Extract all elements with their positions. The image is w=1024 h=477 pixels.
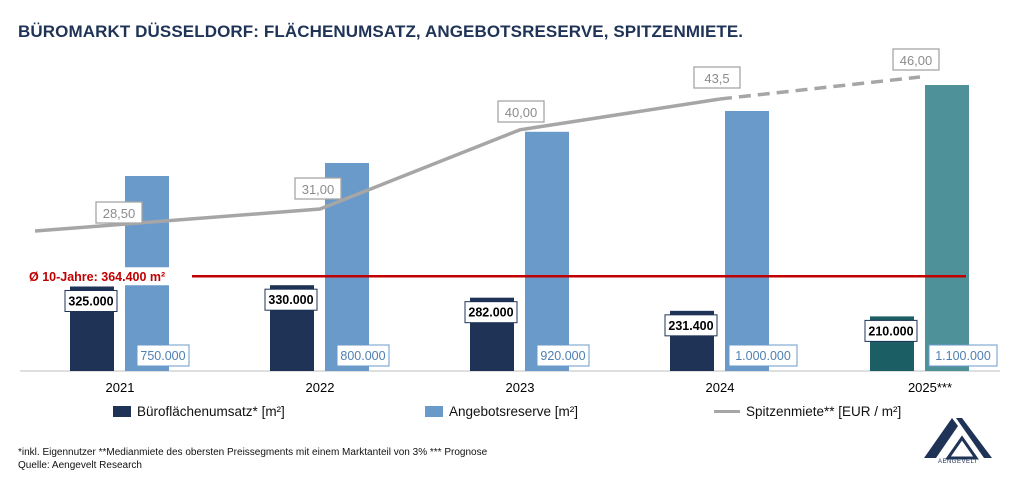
legend-swatch-reserve [425,406,443,417]
bar-reserve [525,131,569,371]
legend-line-rent [714,410,740,413]
legend-swatch-turnover [113,406,131,417]
x-tick-label: 2021 [106,380,135,395]
reserve-value-label: 1.100.000 [935,349,991,363]
x-tick-label: 2025*** [908,380,952,395]
turnover-value-label: 231.400 [668,319,713,333]
company-logo: AENGEVELT [918,414,998,465]
reserve-value-box [536,344,590,367]
logo-wordmark: AENGEVELT [937,459,979,465]
turnover-value-box [64,290,118,312]
footnote: *inkl. Eigennutzer **Medianmiete des obe… [18,446,487,472]
reserve-value-box [136,344,190,367]
reserve-value-label: 1.000.000 [735,349,791,363]
rent-value-label: 43,5 [704,71,729,86]
rent-value-box [497,100,545,123]
rent-value-box [892,48,940,71]
x-tick-label: 2023 [506,380,535,395]
legend-label-reserve: Angebotsreserve [m²] [449,404,579,419]
rent-value-box [294,177,342,200]
turnover-value-box [264,288,318,311]
x-tick-label: 2022 [306,380,335,395]
rent-line-forecast [719,75,921,101]
footnote-source: Quelle: Aengevelt Research [18,460,142,471]
legend: Büroflächenumsatz* [m²] Angebotsreserve … [0,404,1024,424]
turnover-value-box [664,314,718,337]
chart-title: BÜROMARKT DÜSSELDORF: FLÄCHENUMSATZ, ANG… [18,22,744,41]
turnover-value-label: 330.000 [268,293,313,307]
reference-line-label: Ø 10-Jahre: 364.400 m² [29,270,165,284]
legend-item-reserve: Angebotsreserve [m²] [425,404,578,419]
reserve-value-label: 750.000 [140,349,185,363]
rent-value-label: 40,00 [505,105,538,120]
rent-line-solid [34,97,721,233]
rent-value-label: 28,50 [103,206,136,221]
bar-reserve [925,85,969,371]
legend-label-turnover: Büroflächenumsatz* [m²] [137,404,285,419]
turnover-value-box [464,301,518,324]
turnover-value-label: 282.000 [468,306,513,320]
footnote-notes: *inkl. Eigennutzer **Medianmiete des obe… [18,447,488,458]
reserve-value-label: 920.000 [540,349,585,363]
legend-label-rent: Spitzenmiete** [EUR / m²] [746,404,902,419]
reference-label-bg [20,267,192,286]
rent-value-box [693,66,741,89]
legend-item-rent: Spitzenmiete** [EUR / m²] [714,404,901,419]
turnover-value-label: 325.000 [68,295,113,309]
chart-canvas: Ø 10-Jahre: 364.400 m² 28,50 31,00 40,00 43,… [20,48,1000,395]
turnover-value-box [864,319,918,342]
reserve-value-label: 800.000 [340,349,385,363]
reserve-value-box [336,344,390,367]
reserve-value-box [728,344,798,367]
logo-icon [924,418,992,460]
rent-value-label: 46,00 [900,53,933,68]
reserve-value-box [928,344,998,367]
rent-value-label: 31,00 [302,182,335,197]
turnover-value-label: 210.000 [868,324,913,338]
rent-value-box [95,201,143,224]
bar-reserve [725,111,769,371]
x-tick-label: 2024 [706,380,735,395]
legend-item-turnover: Büroflächenumsatz* [m²] [113,404,285,419]
